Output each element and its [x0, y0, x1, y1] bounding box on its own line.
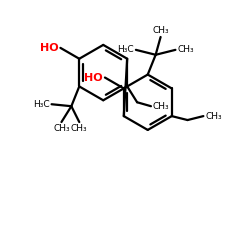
Text: HO: HO	[40, 43, 58, 53]
Text: CH₃: CH₃	[71, 124, 88, 133]
Text: CH₃: CH₃	[53, 124, 70, 133]
Text: H₃C: H₃C	[117, 45, 134, 54]
Text: CH₃: CH₃	[178, 45, 194, 54]
Text: CH₃: CH₃	[205, 112, 222, 120]
Text: CH₃: CH₃	[152, 26, 169, 35]
Text: HO: HO	[84, 72, 103, 83]
Text: CH₃: CH₃	[153, 102, 170, 111]
Text: H₃C: H₃C	[33, 100, 50, 109]
